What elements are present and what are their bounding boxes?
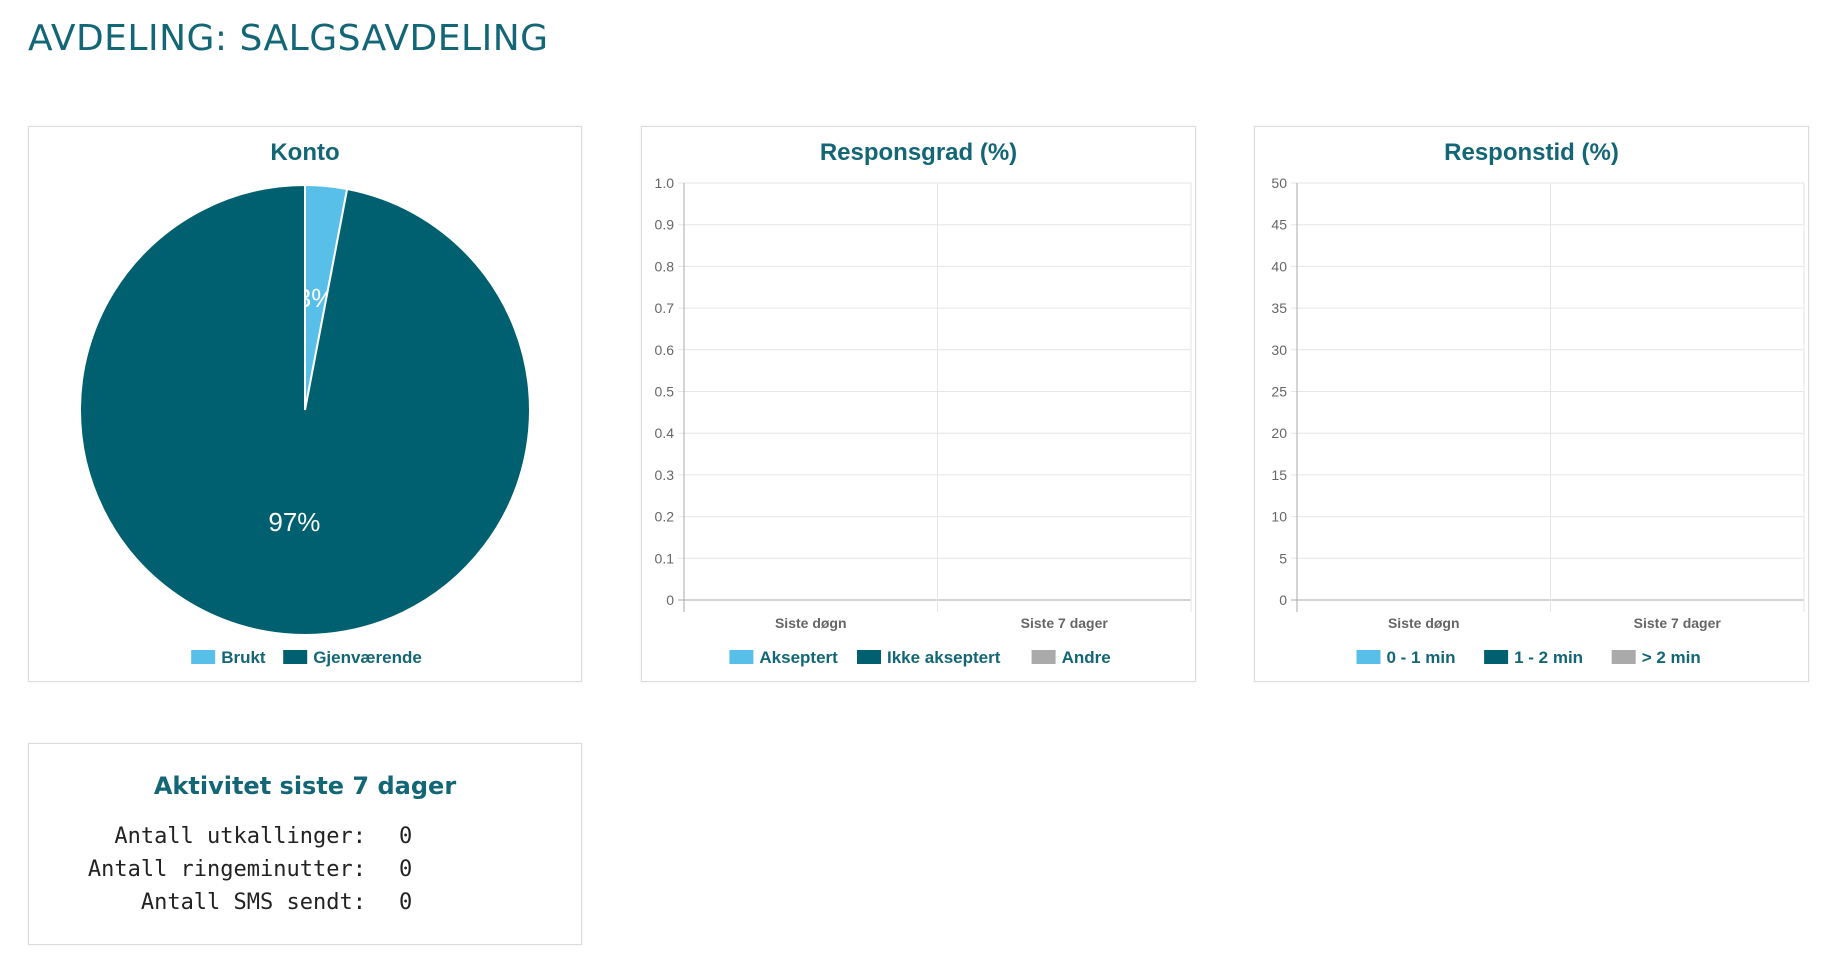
activity-row-sms: Antall SMS sendt: 0: [29, 890, 581, 920]
responstid-y-tick: 30: [1271, 342, 1287, 358]
responstid-x-label: Siste 7 dager: [1634, 615, 1722, 631]
responstid-legend-swatch-1-2-min[interactable]: [1484, 650, 1509, 664]
responstid-x-label: Siste døgn: [1388, 615, 1460, 631]
pie-slice-gjenværende[interactable]: [79, 183, 531, 636]
responsgrad-legend-label-ikke-akseptert[interactable]: Ikke akseptert: [887, 648, 1001, 667]
responsgrad-legend-swatch-andre[interactable]: [1031, 650, 1056, 664]
legend-label-gjenværende[interactable]: Gjenværende: [313, 648, 422, 667]
responstid-y-tick: 5: [1279, 550, 1287, 566]
responsgrad-legend-swatch-ikke-akseptert[interactable]: [857, 650, 881, 664]
responsgrad-legend-swatch-akseptert[interactable]: [729, 650, 754, 664]
responsgrad-title: Responsgrad (%): [819, 139, 1018, 166]
responstid-y-tick: 50: [1271, 175, 1287, 191]
responstid-y-tick: 20: [1271, 425, 1287, 441]
responsgrad-y-tick: 1.0: [655, 175, 675, 191]
responstid-y-tick: 40: [1271, 258, 1287, 274]
activity-row-utkallinger: Antall utkallinger: 0: [29, 824, 581, 854]
legend-label-brukt[interactable]: Brukt: [221, 648, 266, 667]
responsgrad-y-tick: 0.3: [655, 467, 675, 483]
responsgrad-y-tick: 0.5: [655, 384, 675, 400]
responsgrad-y-tick: 0.4: [655, 425, 675, 441]
activity-label: Antall SMS sendt:: [140, 890, 366, 915]
activity-card: Aktivitet siste 7 dager Antall utkalling…: [28, 743, 582, 945]
responstid-legend-label-1-2-min[interactable]: 1 - 2 min: [1514, 648, 1583, 667]
responstid-y-tick: 35: [1271, 300, 1287, 316]
responstid-legend-swatch-0-1-min[interactable]: [1356, 650, 1381, 664]
responstid-y-tick: 0: [1279, 592, 1287, 608]
responsgrad-y-tick: 0.7: [655, 300, 675, 316]
activity-title: Aktivitet siste 7 dager: [153, 772, 457, 800]
responsgrad-legend-label-andre[interactable]: Andre: [1062, 648, 1111, 667]
responstid-y-tick: 15: [1271, 467, 1287, 483]
responstid-legend-swatch-2-min[interactable]: [1611, 650, 1636, 664]
responsgrad-y-tick: 0.8: [655, 258, 675, 274]
pie-label-gjenværende: 97%: [268, 507, 320, 537]
responstid-card: Responstid (%) 50 45 40 35 30 25 20 15 10 5 0 Siste…: [1254, 126, 1809, 682]
konto-card: Konto 3% 97% Brukt Gjenværende: [28, 126, 582, 682]
responstid-legend-label-2-min[interactable]: > 2 min: [1642, 648, 1701, 667]
responstid-y-tick: 25: [1271, 384, 1287, 400]
activity-label: Antall utkallinger:: [114, 824, 366, 849]
responsgrad-y-tick: 0.9: [655, 217, 675, 233]
activity-row-ringeminutter: Antall ringeminutter: 0: [29, 857, 581, 887]
responsgrad-y-tick: 0.1: [655, 550, 675, 566]
responsgrad-y-tick: 0.6: [655, 342, 675, 358]
konto-pie-chart: 3%97%Brukt Gjenværende: [79, 183, 531, 667]
activity-value: 0: [399, 824, 413, 849]
activity-value: 0: [399, 857, 413, 882]
legend-swatch-brukt[interactable]: [191, 650, 216, 664]
activity-label: Antall ringeminutter:: [87, 857, 366, 882]
responsgrad-x-label: Siste døgn: [775, 615, 847, 631]
responsgrad-card: Responsgrad (%) 1.0 0.9 0.8 0.7 0.6 0.5 0.4 0.3…: [641, 126, 1196, 682]
responsgrad-x-label: Siste 7 dager: [1021, 615, 1109, 631]
responstid-title: Responstid (%): [1444, 139, 1619, 166]
activity-value: 0: [399, 890, 413, 915]
responstid-y-tick: 10: [1271, 509, 1287, 525]
responsgrad-y-tick: 0.2: [655, 509, 675, 525]
responsgrad-legend-label-akseptert[interactable]: Akseptert: [759, 648, 838, 667]
responstid-y-tick: 45: [1271, 217, 1287, 233]
konto-title: Konto: [270, 139, 340, 166]
responsgrad-y-tick: 0: [666, 592, 674, 608]
responstid-legend-label-0-1-min[interactable]: 0 - 1 min: [1387, 648, 1456, 667]
page-title: AVDELING: SALGSAVDELING: [28, 18, 549, 59]
legend-swatch-gjenværende[interactable]: [283, 650, 308, 664]
responsgrad-bar-chart: 1.0 0.9 0.8 0.7 0.6 0.5 0.4 0.3 0.2 0.1 0 Siste døg…: [655, 175, 1192, 667]
